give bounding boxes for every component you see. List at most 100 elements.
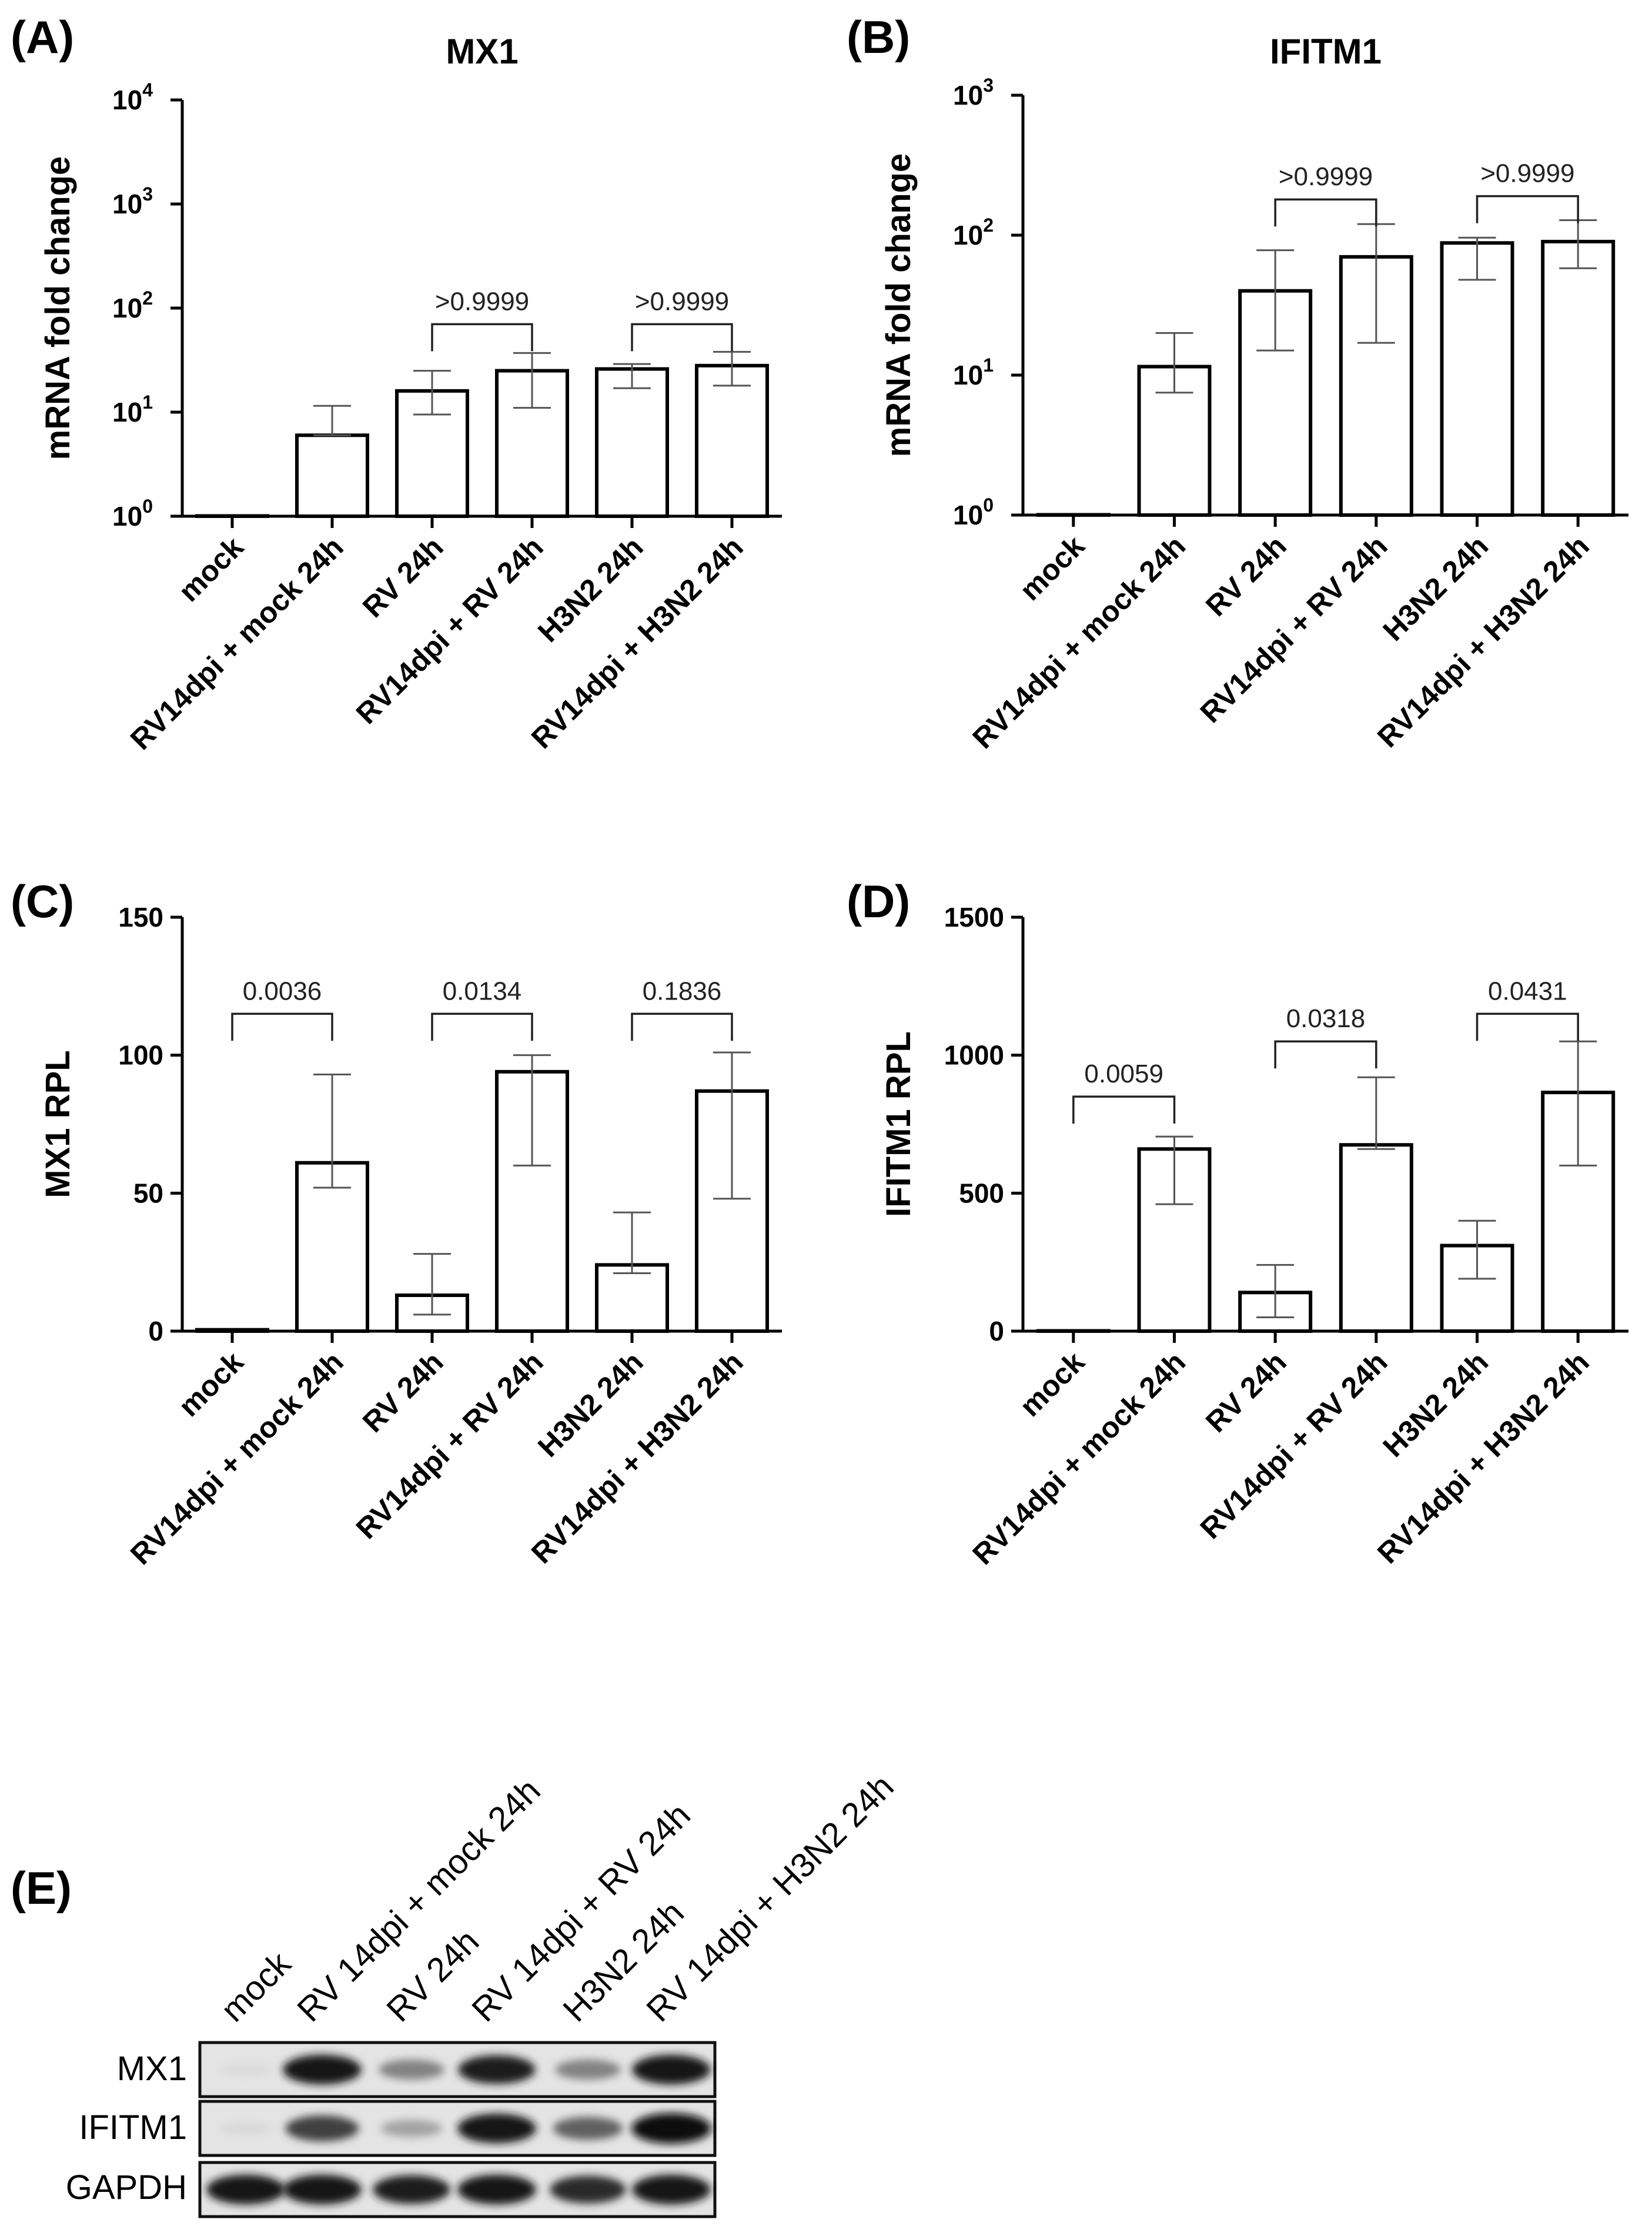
bar-5 — [1440, 241, 1514, 517]
blot-band-2 — [285, 2115, 359, 2141]
y-tick-label: 103 — [112, 183, 153, 219]
y-tick-label: 102 — [112, 288, 153, 323]
blot-band-4 — [458, 2055, 536, 2084]
p-value-label: 0.0318 — [1286, 1004, 1366, 1033]
x-tick-label: RV 24h — [1199, 529, 1293, 623]
x-tick-label: RV14dpi + RV 24h — [350, 1345, 550, 1545]
y-tick-label: 1500 — [944, 902, 1004, 932]
y-axis-label: IFITM1 RPL — [879, 1031, 918, 1217]
blot-row-label: IFITM1 — [79, 2108, 187, 2147]
y-axis-label: MX1 RPL — [39, 1050, 77, 1198]
y-tick-exponent: 1 — [142, 392, 153, 413]
bar-2 — [1137, 365, 1212, 517]
comparison-bracket — [1476, 1012, 1579, 1041]
y-tick-label: 150 — [118, 902, 163, 932]
blot-band-4 — [457, 2113, 536, 2144]
p-value-label: 0.0036 — [243, 977, 322, 1005]
y-tick-label: 100 — [118, 1040, 163, 1071]
blot-band-3 — [373, 2175, 450, 2204]
x-tick-label: RV14dpi + RV 24h — [1194, 529, 1394, 729]
y-tick-label: 100 — [112, 496, 153, 532]
x-tick-label: mock — [1014, 1345, 1091, 1423]
panel-label: (C) — [11, 875, 74, 927]
x-tick-label: mock — [1014, 529, 1091, 607]
blot-row-gapdh: GAPDH — [66, 2161, 717, 2218]
blot-band-5 — [553, 2117, 623, 2140]
panel-label: (B) — [847, 11, 910, 63]
p-value-label: 0.0059 — [1084, 1059, 1163, 1088]
blot-row-label: GAPDH — [66, 2168, 187, 2207]
chart-title: MX1 — [446, 32, 518, 71]
blot-row-mx1: MX1 — [117, 2041, 717, 2098]
blot-row-label: MX1 — [117, 2050, 187, 2088]
blot-band-4 — [457, 2174, 536, 2205]
blot-lane-label: mock — [213, 1944, 299, 2030]
comparison-bracket — [1476, 195, 1579, 223]
comparison-bracket — [231, 1012, 333, 1041]
blot-band-6 — [632, 2054, 711, 2085]
p-value-label: 0.0134 — [443, 977, 522, 1005]
y-tick-exponent: 2 — [983, 215, 994, 236]
comparison-bracket — [631, 323, 733, 352]
blot-band-1 — [218, 2122, 274, 2135]
blot-band-2 — [283, 2054, 362, 2085]
y-tick-base: 10 — [112, 85, 142, 115]
y-tick-base: 10 — [112, 189, 142, 219]
comparison-bracket — [1072, 1095, 1176, 1124]
blot-band-6 — [631, 2113, 711, 2144]
x-tick-label: mock — [172, 530, 250, 608]
y-tick-label: 0 — [989, 1316, 1004, 1346]
bar-5 — [595, 1263, 669, 1333]
blot-band-3 — [379, 2059, 444, 2080]
y-tick-exponent: 3 — [983, 75, 994, 96]
p-value-label: >0.9999 — [1279, 162, 1373, 191]
blot-band-1 — [218, 2063, 274, 2076]
y-tick-base: 10 — [953, 220, 983, 250]
y-tick-base: 10 — [112, 293, 142, 323]
comparison-bracket — [431, 1012, 533, 1041]
blot-band-5 — [550, 2175, 626, 2204]
y-tick-exponent: 0 — [983, 494, 994, 516]
blot-band-1 — [206, 2174, 285, 2205]
y-tick-exponent: 3 — [142, 183, 153, 205]
blot-row-ifitm1: IFITM1 — [79, 2100, 717, 2157]
x-tick-label: RV 24h — [1199, 1345, 1293, 1439]
bar-2 — [295, 433, 369, 518]
y-tick-label: 50 — [133, 1178, 163, 1208]
y-tick-base: 10 — [953, 500, 983, 530]
y-tick-base: 10 — [112, 397, 142, 427]
blot-band-5 — [555, 2059, 621, 2080]
comparison-bracket — [631, 1012, 733, 1041]
blot-band-3 — [380, 2120, 443, 2137]
p-value-label: 0.1836 — [643, 977, 722, 1005]
y-tick-label: 100 — [953, 494, 994, 530]
panel-label: (A) — [11, 11, 74, 63]
p-value-label: >0.9999 — [435, 287, 529, 316]
y-tick-base: 10 — [953, 80, 983, 111]
x-tick-label: mock — [172, 1345, 250, 1423]
p-value-label: 0.0431 — [1488, 977, 1567, 1005]
p-value-label: >0.9999 — [1480, 159, 1574, 188]
comparison-bracket — [1274, 1040, 1377, 1069]
panel-label: (D) — [847, 875, 910, 927]
y-tick-exponent: 1 — [983, 355, 994, 376]
bar-4 — [1339, 1143, 1413, 1333]
y-tick-label: 1000 — [944, 1040, 1004, 1071]
y-tick-base: 10 — [953, 360, 983, 390]
y-tick-label: 104 — [112, 79, 153, 115]
comparison-bracket — [1274, 198, 1377, 227]
x-tick-label: RV 24h — [356, 530, 450, 624]
bar-6 — [695, 363, 769, 518]
y-axis-label: mRNA fold change — [39, 156, 77, 460]
p-value-label: >0.9999 — [635, 287, 729, 316]
y-tick-label: 103 — [953, 75, 994, 111]
y-tick-label: 0 — [148, 1316, 163, 1346]
blot-band-2 — [283, 2174, 362, 2205]
y-tick-exponent: 4 — [142, 79, 153, 101]
x-tick-label: RV14dpi + RV 24h — [350, 530, 550, 730]
bar-2 — [295, 1161, 369, 1333]
y-tick-label: 101 — [953, 355, 994, 390]
